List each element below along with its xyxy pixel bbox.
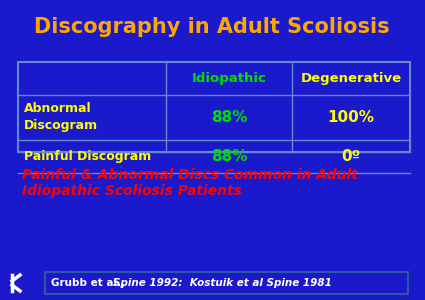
Text: Idiopathic Scoliosis Patients: Idiopathic Scoliosis Patients [22, 184, 242, 198]
Text: 88%: 88% [211, 149, 247, 164]
Bar [18, 62, 410, 152]
Text: 88%: 88% [211, 110, 247, 125]
Text: Painful Discogram: Painful Discogram [24, 150, 151, 163]
Text: Painful & Abnormal Discs Common in Adult: Painful & Abnormal Discs Common in Adult [22, 168, 358, 182]
Text: 0º: 0º [341, 149, 361, 164]
Text: 100%: 100% [328, 110, 374, 125]
Text: Degenerative: Degenerative [300, 72, 402, 85]
Text: Discography in Adult Scoliosis: Discography in Adult Scoliosis [34, 17, 390, 37]
Text: Grubb et al.,: Grubb et al., [51, 278, 129, 288]
Bar [45, 272, 408, 294]
Text: Idiopathic: Idiopathic [192, 72, 266, 85]
Text: Spine 1992:  Kostuik et al Spine 1981: Spine 1992: Kostuik et al Spine 1981 [113, 278, 332, 288]
Text: Abnormal
Discogram: Abnormal Discogram [24, 103, 98, 133]
